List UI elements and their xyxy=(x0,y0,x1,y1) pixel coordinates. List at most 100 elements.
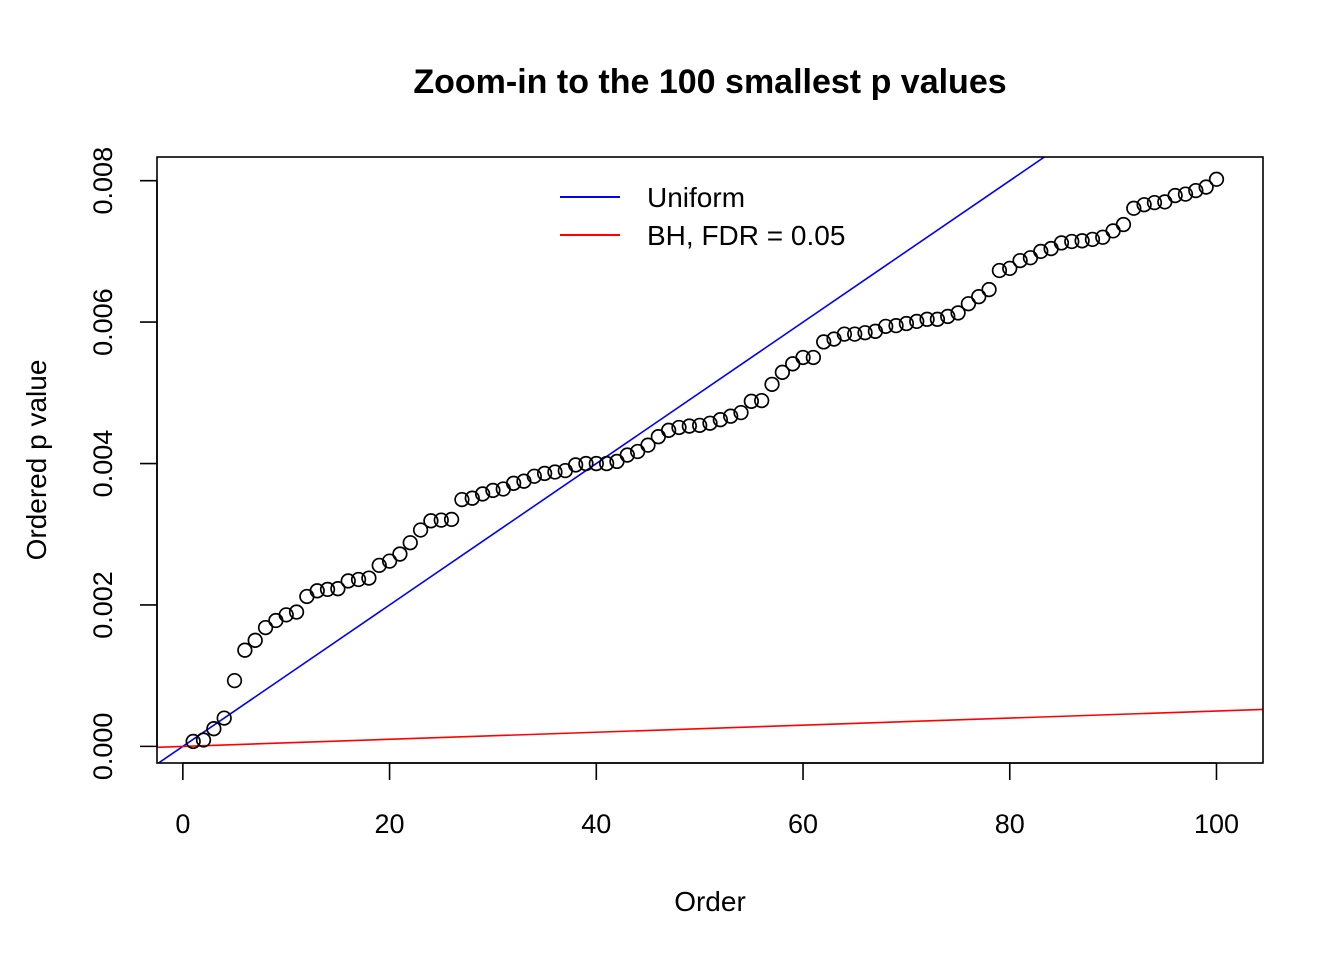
data-point xyxy=(1115,216,1132,233)
data-point xyxy=(350,571,367,588)
data-point xyxy=(299,588,315,605)
data-point xyxy=(774,364,791,380)
data-point xyxy=(361,570,377,586)
data-point xyxy=(764,376,780,392)
data-point xyxy=(547,464,563,480)
data-point xyxy=(567,457,584,473)
data-point xyxy=(195,732,212,748)
data-point xyxy=(1126,200,1142,216)
data-point xyxy=(1012,252,1028,269)
uniform-line xyxy=(157,157,1046,763)
data-point xyxy=(288,604,305,620)
x-tick-label: 20 xyxy=(375,809,405,839)
data-point xyxy=(278,607,294,623)
data-point xyxy=(1136,197,1152,213)
data-point xyxy=(371,557,387,574)
data-point xyxy=(423,513,439,529)
data-point xyxy=(816,334,832,350)
data-point xyxy=(1188,182,1204,199)
data-point xyxy=(857,325,873,341)
data-point xyxy=(950,305,966,321)
data-point xyxy=(754,392,770,409)
data-point xyxy=(381,553,398,569)
x-axis-label: Order xyxy=(674,886,746,917)
y-axis-label: Ordered p value xyxy=(21,360,52,561)
y-tick-label: 0.006 xyxy=(88,288,118,356)
data-point xyxy=(1167,187,1183,204)
data-point xyxy=(433,512,449,528)
y-tick-label: 0.002 xyxy=(88,571,118,639)
data-point xyxy=(1033,243,1049,260)
x-tick-label: 0 xyxy=(175,809,190,839)
x-tick-label: 80 xyxy=(995,809,1025,839)
data-point xyxy=(991,262,1008,279)
data-point xyxy=(909,313,925,330)
data-point xyxy=(412,522,429,538)
data-point xyxy=(898,315,915,332)
y-tick-label: 0.004 xyxy=(88,430,118,498)
data-point xyxy=(464,490,480,506)
data-point xyxy=(340,573,356,589)
data-point xyxy=(1105,223,1121,239)
data-point xyxy=(485,482,501,499)
data-point xyxy=(919,311,935,327)
data-point xyxy=(712,412,728,428)
data-point xyxy=(598,455,615,472)
data-point xyxy=(671,419,687,436)
data-point xyxy=(505,475,522,491)
plot-area: 0 20 40 60 80 100 0.000 0.002 0.004 0.006 0.008 xyxy=(88,147,1264,839)
legend: Uniform BH, FDR = 0.05 xyxy=(560,182,845,251)
data-point xyxy=(226,672,243,689)
data-point xyxy=(1053,235,1070,251)
data-point xyxy=(1064,233,1080,250)
data-point xyxy=(557,462,573,479)
data-point xyxy=(330,581,346,597)
data-point xyxy=(836,326,853,342)
data-point xyxy=(650,429,666,445)
y-tick-label: 0.000 xyxy=(88,713,118,781)
data-point xyxy=(723,408,739,424)
data-point xyxy=(1002,260,1018,277)
data-point xyxy=(1146,194,1163,211)
data-point xyxy=(733,404,749,421)
data-point xyxy=(795,349,811,366)
data-point xyxy=(960,296,977,312)
data-point xyxy=(971,289,987,305)
data-point xyxy=(454,491,470,508)
data-point xyxy=(702,415,718,431)
data-point xyxy=(805,349,822,366)
data-point xyxy=(640,437,656,453)
x-tick-label: 60 xyxy=(788,809,818,839)
data-point xyxy=(681,418,697,434)
data-point xyxy=(185,733,201,750)
x-tick-label: 40 xyxy=(581,809,611,839)
bh-fdr-line xyxy=(157,708,1263,749)
data-point xyxy=(847,326,863,342)
data-point xyxy=(1157,194,1173,210)
data-point xyxy=(1198,179,1214,195)
x-tick-label: 100 xyxy=(1194,809,1239,839)
data-point xyxy=(495,481,511,497)
data-point xyxy=(785,356,801,372)
data-point xyxy=(1177,186,1194,202)
data-point xyxy=(309,583,325,599)
data-point xyxy=(268,612,284,629)
data-point xyxy=(888,318,904,334)
data-point xyxy=(661,422,677,438)
data-point xyxy=(392,546,408,562)
y-tick-label: 0.008 xyxy=(88,147,118,215)
data-point xyxy=(619,447,635,463)
data-point xyxy=(1208,171,1225,187)
legend-label-uniform: Uniform xyxy=(647,182,745,213)
data-point xyxy=(981,281,997,298)
data-point xyxy=(588,455,604,472)
data-point xyxy=(216,710,232,726)
data-point xyxy=(237,642,253,658)
data-point xyxy=(692,417,708,434)
data-point xyxy=(743,393,759,409)
data-point xyxy=(443,511,460,528)
data-point xyxy=(1084,231,1101,248)
data-point xyxy=(940,308,956,325)
data-point xyxy=(526,468,542,484)
